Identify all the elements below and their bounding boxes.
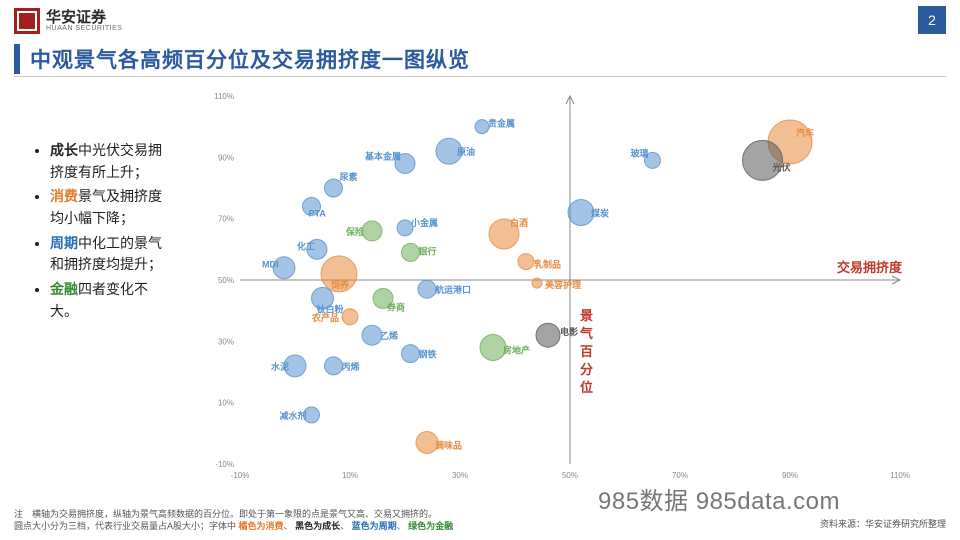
logo-text-en: HUAAN SECURITIES	[46, 25, 122, 33]
source-text: 资料来源：华安证券研究所整理	[820, 517, 946, 530]
svg-text:减水剂: 减水剂	[280, 410, 307, 421]
bubble-电影	[536, 323, 560, 347]
svg-text:丙烯: 丙烯	[342, 361, 360, 372]
svg-text:-10%: -10%	[231, 471, 250, 480]
svg-text:保险: 保险	[345, 226, 365, 237]
svg-text:50%: 50%	[562, 471, 578, 480]
svg-text:10%: 10%	[342, 471, 358, 480]
svg-text:70%: 70%	[672, 471, 688, 480]
bullet-item: 消费景气及拥挤度均小幅下降；	[50, 186, 174, 229]
svg-text:110%: 110%	[890, 471, 910, 480]
svg-text:美容护理: 美容护理	[545, 279, 581, 290]
header: 华安证券 HUAAN SECURITIES 2	[0, 0, 960, 40]
svg-text:饲养: 饲养	[330, 279, 349, 290]
svg-text:百: 百	[580, 344, 593, 359]
svg-text:航运港口: 航运港口	[435, 284, 471, 295]
svg-text:110%: 110%	[214, 92, 234, 101]
logo: 华安证券 HUAAN SECURITIES	[14, 8, 122, 34]
svg-text:分: 分	[580, 362, 593, 377]
bullet-item: 成长中光伏交易拥挤度有所上升；	[50, 140, 174, 183]
svg-text:券商: 券商	[386, 301, 405, 312]
bubble-chart: -10% 10% 30% 50% 70% 90% 110% -10% 10% 30% 50% 70% 9…	[190, 86, 930, 494]
bubble-贵金属	[475, 120, 489, 134]
svg-text:气: 气	[580, 326, 593, 341]
svg-text:30%: 30%	[218, 337, 234, 346]
bubble-银行	[402, 243, 420, 261]
svg-text:水泥: 水泥	[271, 361, 289, 372]
svg-text:10%: 10%	[218, 399, 234, 408]
page-number: 2	[918, 6, 946, 34]
bubble-钢铁	[402, 345, 420, 363]
title-bar: 中观景气各高频百分位及交易拥挤度一图纵览	[14, 44, 470, 74]
chart-svg: -10% 10% 30% 50% 70% 90% 110% -10% 10% 30% 50% 70% 9…	[190, 86, 930, 494]
svg-text:白酒: 白酒	[510, 217, 528, 228]
bubble-乳制品	[518, 254, 534, 270]
svg-text:房地产: 房地产	[503, 344, 530, 355]
bubble-乙烯	[362, 325, 382, 345]
watermark: 985数据 985data.com	[598, 481, 840, 516]
bullet-item: 周期中化工的景气和拥挤度均提升；	[50, 233, 174, 276]
footnote-line-2: 圆点大小分为三档，代表行业交易量占A股大小；字体中 橘色为消费、 黑色为成长、 …	[14, 520, 714, 532]
svg-text:-10%: -10%	[215, 460, 234, 469]
svg-text:乙烯: 乙烯	[380, 330, 398, 341]
svg-text:钢铁: 钢铁	[419, 349, 437, 360]
svg-text:尿素: 尿素	[340, 171, 358, 182]
svg-text:银行: 银行	[419, 245, 437, 256]
title-underline	[14, 76, 946, 77]
svg-text:景: 景	[580, 308, 593, 323]
svg-text:汽车: 汽车	[796, 127, 814, 138]
bubble-航运港口	[418, 280, 436, 298]
svg-text:调味品: 调味品	[435, 440, 462, 451]
svg-text:70%: 70%	[218, 215, 234, 224]
bubble-保险	[362, 221, 382, 241]
bubble-丙烯	[325, 357, 343, 375]
svg-text:90%: 90%	[782, 471, 798, 480]
svg-text:原油: 原油	[457, 146, 475, 157]
bullet-item: 金融四者变化不大。	[50, 279, 174, 322]
svg-text:小金属: 小金属	[410, 217, 438, 228]
logo-icon	[14, 8, 40, 34]
page-title: 中观景气各高频百分位及交易拥挤度一图纵览	[30, 44, 470, 74]
bullet-list: 成长中光伏交易拥挤度有所上升；消费景气及拥挤度均小幅下降；周期中化工的景气和拥挤…	[34, 140, 174, 326]
svg-text:光伏: 光伏	[772, 161, 791, 172]
svg-text:电影: 电影	[560, 326, 578, 337]
svg-text:煤炭: 煤炭	[591, 208, 609, 219]
svg-text:基本金属: 基本金属	[364, 150, 401, 161]
svg-text:位: 位	[580, 380, 593, 395]
bubble-光伏	[743, 140, 783, 180]
bubble-美容护理	[532, 278, 542, 288]
svg-text:30%: 30%	[452, 471, 468, 480]
logo-text-cn: 华安证券	[46, 10, 122, 25]
svg-text:交易拥挤度: 交易拥挤度	[837, 260, 903, 275]
svg-text:90%: 90%	[218, 153, 234, 162]
svg-text:50%: 50%	[218, 276, 234, 285]
svg-text:贵金属: 贵金属	[488, 118, 515, 129]
svg-text:乳制品: 乳制品	[534, 259, 561, 270]
bubble-农产品	[342, 309, 358, 325]
svg-text:PTA: PTA	[309, 208, 327, 218]
svg-text:化工: 化工	[297, 240, 315, 251]
svg-text:MDI: MDI	[262, 260, 279, 270]
svg-text:玻璃: 玻璃	[631, 147, 649, 158]
svg-text:农产品: 农产品	[311, 312, 339, 323]
